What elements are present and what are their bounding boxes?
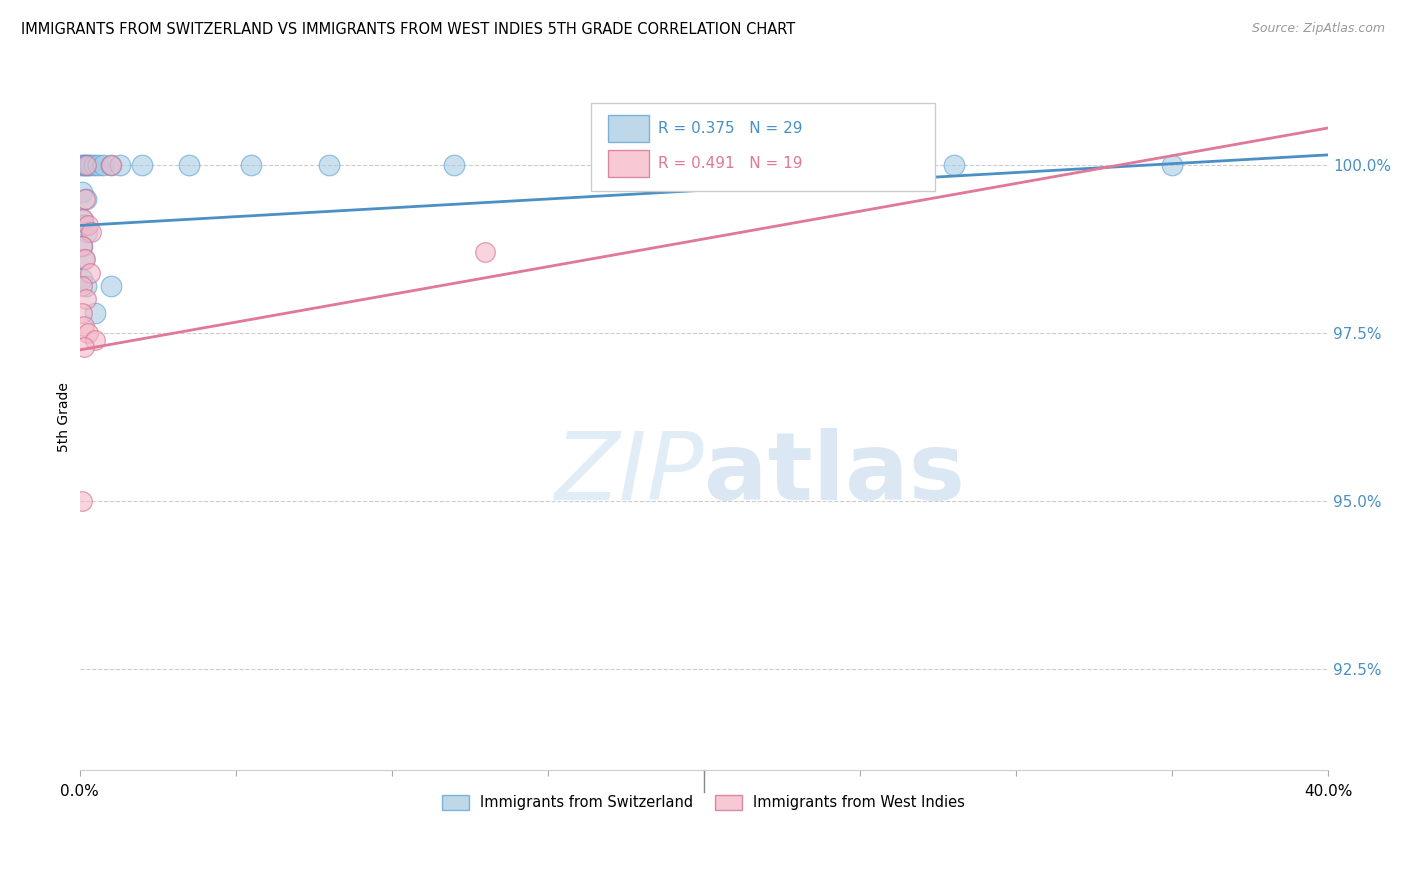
Point	[240, 158, 263, 172]
Point	[72, 211, 94, 226]
Point	[70, 272, 93, 286]
Point	[75, 279, 97, 293]
Point	[77, 326, 100, 340]
Point	[73, 340, 96, 354]
Text: 40.0%: 40.0%	[1303, 784, 1353, 799]
Text: R = 0.491   N = 19: R = 0.491 N = 19	[658, 156, 803, 171]
Text: atlas: atlas	[704, 427, 965, 520]
Point	[817, 158, 839, 172]
Point	[70, 494, 93, 508]
Point	[1161, 158, 1184, 172]
Point	[75, 293, 97, 307]
FancyBboxPatch shape	[592, 103, 935, 191]
Legend: Immigrants from Switzerland, Immigrants from West Indies: Immigrants from Switzerland, Immigrants …	[437, 789, 972, 816]
Y-axis label: 5th Grade: 5th Grade	[58, 383, 72, 452]
Point	[75, 158, 97, 172]
Point	[70, 211, 93, 226]
Point	[474, 245, 496, 260]
Point	[75, 158, 97, 172]
Text: ZIP: ZIP	[554, 428, 704, 519]
Point	[83, 158, 105, 172]
Point	[80, 225, 103, 239]
Point	[87, 158, 110, 172]
Point	[108, 158, 131, 172]
Point	[75, 252, 97, 267]
Point	[70, 238, 93, 252]
Point	[70, 238, 93, 252]
Point	[100, 158, 122, 172]
Text: 0.0%: 0.0%	[60, 784, 98, 799]
Point	[72, 158, 94, 172]
Point	[70, 158, 93, 172]
Point	[70, 306, 93, 320]
FancyBboxPatch shape	[607, 150, 650, 178]
Point	[79, 158, 101, 172]
Point	[76, 225, 98, 239]
Point	[84, 333, 107, 347]
Point	[75, 158, 97, 172]
Point	[75, 192, 97, 206]
Point	[131, 158, 153, 172]
Point	[73, 252, 96, 267]
Point	[84, 306, 107, 320]
Point	[100, 158, 122, 172]
Text: R = 0.375   N = 29: R = 0.375 N = 29	[658, 120, 803, 136]
FancyBboxPatch shape	[607, 115, 650, 142]
Point	[77, 158, 100, 172]
Point	[73, 219, 96, 233]
Point	[70, 279, 93, 293]
Point	[443, 158, 465, 172]
Text: Source: ZipAtlas.com: Source: ZipAtlas.com	[1251, 22, 1385, 36]
Point	[177, 158, 200, 172]
Point	[79, 266, 101, 280]
Point	[77, 219, 100, 233]
Point	[70, 185, 93, 199]
Point	[942, 158, 965, 172]
Point	[91, 158, 114, 172]
Point	[75, 192, 97, 206]
Point	[318, 158, 340, 172]
Point	[73, 319, 96, 334]
Text: IMMIGRANTS FROM SWITZERLAND VS IMMIGRANTS FROM WEST INDIES 5TH GRADE CORRELATION: IMMIGRANTS FROM SWITZERLAND VS IMMIGRANT…	[21, 22, 796, 37]
Point	[100, 279, 122, 293]
